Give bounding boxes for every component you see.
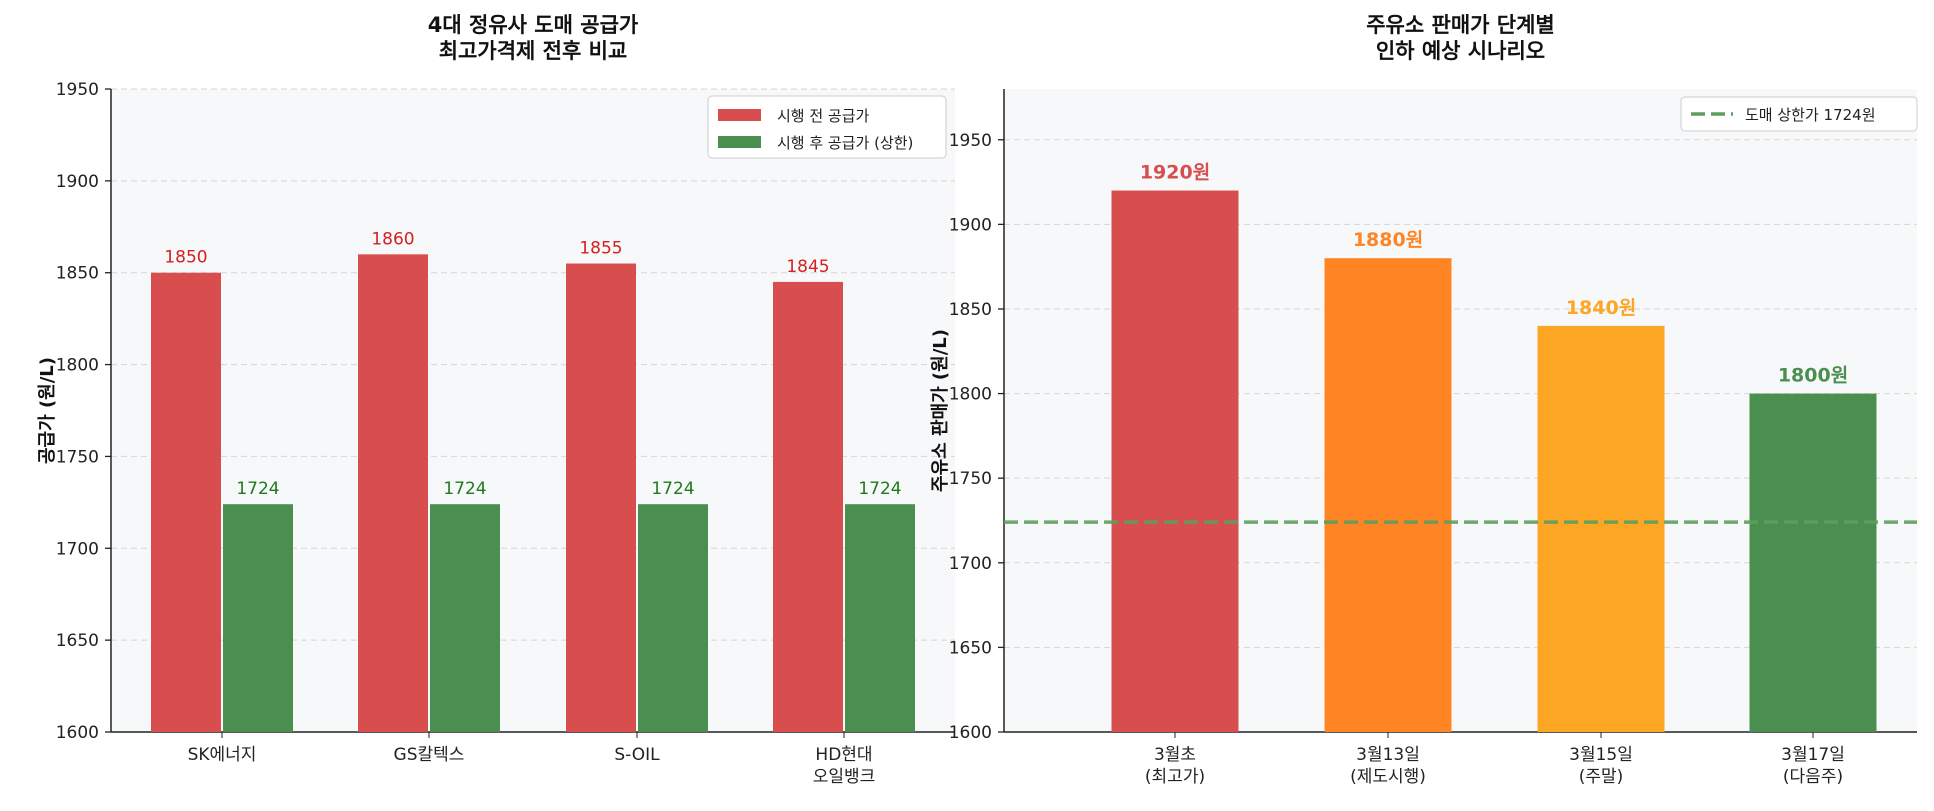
bar-before bbox=[151, 272, 221, 732]
legend-box bbox=[707, 95, 947, 159]
y-tick-label: 1800 bbox=[949, 385, 992, 405]
y-tick-label: 1600 bbox=[56, 723, 99, 743]
y-tick-label: 1700 bbox=[949, 554, 992, 574]
data-label: 1920원 bbox=[1140, 162, 1210, 184]
chart-title-line: 주유소 판매가 단계별 bbox=[1366, 13, 1555, 37]
chart-title-line: 4대 정유사 도매 공급가 bbox=[428, 13, 639, 37]
chart-title-line: 인하 예상 시나리오 bbox=[1376, 39, 1545, 63]
x-tick-label-line: GS칼텍스 bbox=[394, 745, 465, 765]
bar-after bbox=[430, 504, 500, 732]
y-tick-label: 1800 bbox=[56, 356, 99, 376]
legend-label: 시행 전 공급가 bbox=[777, 107, 870, 125]
data-label: 1724 bbox=[651, 479, 694, 499]
legend-box bbox=[1680, 96, 1918, 132]
y-tick-label: 1850 bbox=[56, 264, 99, 284]
data-label: 1880원 bbox=[1353, 229, 1423, 251]
chart-title: 4대 정유사 도매 공급가 최고가격제 전후 비교 bbox=[428, 13, 639, 63]
y-axis-label: 공급가 (원/L) bbox=[37, 357, 58, 464]
data-label: 1860 bbox=[371, 229, 414, 249]
y-tick-label: 1600 bbox=[949, 723, 992, 743]
data-label: 1724 bbox=[236, 479, 279, 499]
x-tick-label: 3월15일 (주말) bbox=[1569, 745, 1633, 787]
x-tick-label-line: 3월15일 bbox=[1569, 745, 1633, 765]
data-label: 1800원 bbox=[1778, 365, 1848, 387]
data-label: 1724 bbox=[858, 479, 901, 499]
bar bbox=[1111, 190, 1239, 733]
y-tick-label: 1900 bbox=[949, 215, 992, 235]
bar-after bbox=[845, 504, 915, 732]
bar-before bbox=[566, 263, 636, 732]
y-tick-label: 1950 bbox=[56, 80, 99, 100]
chart-title: 주유소 판매가 단계별 인하 예상 시나리오 bbox=[1366, 13, 1555, 63]
x-tick-label-line: (최고가) bbox=[1145, 767, 1205, 787]
y-tick-label: 1650 bbox=[949, 638, 992, 658]
x-tick-label: SK에너지 bbox=[188, 745, 257, 765]
x-tick-label: S-OIL bbox=[614, 745, 660, 765]
bar bbox=[1749, 393, 1877, 732]
x-tick-label-line: (주말) bbox=[1579, 767, 1624, 787]
bar-before bbox=[773, 281, 843, 732]
x-tick-label-line: (제도시행) bbox=[1350, 767, 1426, 787]
bar bbox=[1324, 258, 1452, 732]
x-tick-label-line: SK에너지 bbox=[188, 745, 257, 765]
legend-label: 도매 상한가 1724원 bbox=[1745, 106, 1876, 124]
y-tick-label: 1650 bbox=[56, 631, 99, 651]
y-axis-label: 주유소 판매가 (원/L) bbox=[930, 329, 951, 492]
data-label: 1845 bbox=[786, 257, 829, 277]
x-tick-label-line: 오일뱅크 bbox=[813, 767, 876, 787]
y-tick-label: 1950 bbox=[949, 131, 992, 151]
data-label: 1724 bbox=[443, 479, 486, 499]
chart-title-line: 최고가격제 전후 비교 bbox=[439, 39, 628, 63]
x-tick-label: 3월17일 (다음주) bbox=[1781, 745, 1845, 787]
legend-swatch bbox=[718, 109, 761, 121]
bar-after bbox=[638, 504, 708, 732]
data-label: 1855 bbox=[579, 239, 622, 259]
y-tick-label: 1850 bbox=[949, 300, 992, 320]
x-tick-label-line: HD현대 bbox=[815, 745, 872, 765]
y-tick-label: 1900 bbox=[56, 172, 99, 192]
x-tick-label: 3월13일 (제도시행) bbox=[1350, 745, 1426, 787]
y-tick-label: 1750 bbox=[56, 447, 99, 467]
data-label: 1850 bbox=[164, 248, 207, 268]
data-label: 1840원 bbox=[1566, 297, 1636, 319]
y-tick-label: 1700 bbox=[56, 539, 99, 559]
x-tick-label: 3월초 (최고가) bbox=[1145, 745, 1205, 787]
y-tick-label: 1750 bbox=[949, 469, 992, 489]
legend-label: 시행 후 공급가 (상한) bbox=[777, 134, 913, 152]
bar bbox=[1537, 325, 1665, 732]
x-tick-label-line: 3월13일 bbox=[1356, 745, 1420, 765]
x-tick-label-line: 3월초 bbox=[1154, 745, 1196, 765]
x-tick-label-line: (다음주) bbox=[1783, 767, 1843, 787]
legend-swatch bbox=[718, 136, 761, 148]
bar-before bbox=[358, 254, 428, 733]
x-tick-label: HD현대 오일뱅크 bbox=[813, 745, 876, 787]
x-tick-label-line: S-OIL bbox=[614, 745, 660, 765]
x-tick-label: GS칼텍스 bbox=[394, 745, 465, 765]
x-tick-label-line: 3월17일 bbox=[1781, 745, 1845, 765]
bar-after bbox=[223, 504, 293, 732]
